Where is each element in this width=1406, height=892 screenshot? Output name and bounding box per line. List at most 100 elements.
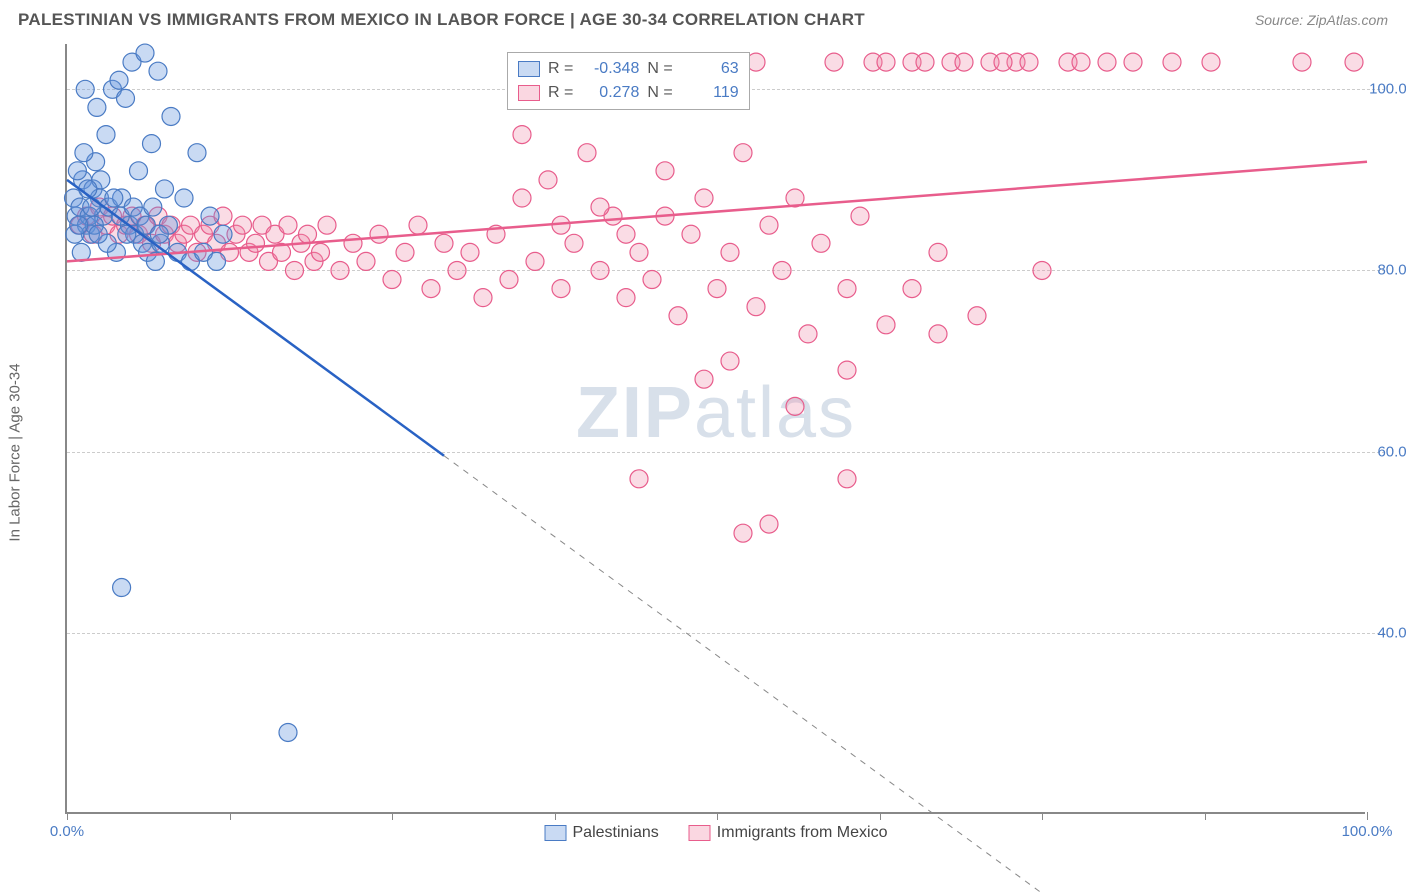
data-point: [279, 723, 297, 741]
data-point: [89, 225, 107, 243]
legend: Palestinians Immigrants from Mexico: [545, 824, 888, 842]
data-point: [1033, 261, 1051, 279]
data-point: [143, 135, 161, 153]
x-tick: [717, 812, 718, 820]
data-point: [747, 298, 765, 316]
data-point: [110, 71, 128, 89]
data-point: [786, 397, 804, 415]
data-point: [299, 225, 317, 243]
legend-item-pink: Immigrants from Mexico: [689, 824, 888, 842]
data-point: [851, 207, 869, 225]
data-point: [162, 107, 180, 125]
data-point: [208, 252, 226, 270]
data-point: [247, 234, 265, 252]
x-tick: [67, 812, 68, 820]
stats-row-blue: R = -0.348 N = 63: [518, 57, 739, 81]
r-label: R =: [548, 57, 573, 81]
data-point: [1098, 53, 1116, 71]
data-point: [578, 144, 596, 162]
data-point: [1020, 53, 1038, 71]
data-point: [1163, 53, 1181, 71]
chart-container: In Labor Force | Age 30-34 ZIPatlas 40.0…: [45, 44, 1390, 844]
legend-label: Immigrants from Mexico: [717, 824, 888, 842]
data-point: [591, 198, 609, 216]
data-point: [130, 162, 148, 180]
x-tick: [230, 812, 231, 820]
data-point: [331, 261, 349, 279]
data-point: [1072, 53, 1090, 71]
stats-box: R = -0.348 N = 63 R = 0.278 N = 119: [507, 52, 750, 110]
data-point: [500, 271, 518, 289]
swatch-pink-icon: [689, 825, 711, 841]
data-point: [214, 225, 232, 243]
data-point: [105, 189, 123, 207]
data-point: [825, 53, 843, 71]
data-point: [760, 216, 778, 234]
plot-svg: [67, 44, 1365, 812]
data-point: [318, 216, 336, 234]
data-point: [97, 126, 115, 144]
data-point: [117, 89, 135, 107]
data-point: [513, 189, 531, 207]
data-point: [539, 171, 557, 189]
data-point: [838, 470, 856, 488]
data-point: [188, 144, 206, 162]
data-point: [721, 243, 739, 261]
data-point: [552, 280, 570, 298]
data-point: [877, 53, 895, 71]
data-point: [630, 470, 648, 488]
data-point: [916, 53, 934, 71]
data-point: [721, 352, 739, 370]
data-point: [656, 162, 674, 180]
swatch-blue-icon: [518, 61, 540, 77]
data-point: [312, 243, 330, 261]
x-tick-label: 0.0%: [50, 823, 84, 840]
data-point: [286, 261, 304, 279]
data-point: [565, 234, 583, 252]
stats-row-pink: R = 0.278 N = 119: [518, 81, 739, 105]
data-point: [83, 198, 101, 216]
x-tick-label: 100.0%: [1342, 823, 1393, 840]
data-point: [113, 579, 131, 597]
data-point: [279, 216, 297, 234]
data-point: [75, 144, 93, 162]
n-value-pink: 119: [681, 81, 739, 105]
data-point: [968, 307, 986, 325]
legend-label: Palestinians: [573, 824, 659, 842]
x-tick: [555, 812, 556, 820]
data-point: [994, 53, 1012, 71]
data-point: [695, 189, 713, 207]
data-point: [76, 80, 94, 98]
data-point: [474, 289, 492, 307]
data-point: [357, 252, 375, 270]
r-value-blue: -0.348: [581, 57, 639, 81]
x-tick: [1205, 812, 1206, 820]
n-label: N =: [647, 57, 672, 81]
n-value-blue: 63: [681, 57, 739, 81]
data-point: [526, 252, 544, 270]
r-label: R =: [548, 81, 573, 105]
data-point: [136, 44, 154, 62]
data-point: [708, 280, 726, 298]
y-tick-label: 80.0%: [1377, 262, 1406, 279]
data-point: [1202, 53, 1220, 71]
data-point: [760, 515, 778, 533]
data-point: [669, 307, 687, 325]
data-point: [88, 98, 106, 116]
data-point: [877, 316, 895, 334]
data-point: [149, 62, 167, 80]
data-point: [591, 261, 609, 279]
data-point: [1124, 53, 1142, 71]
data-point: [150, 225, 168, 243]
data-point: [903, 280, 921, 298]
x-tick: [1367, 812, 1368, 820]
y-axis-label: In Labor Force | Age 30-34: [7, 363, 24, 541]
data-point: [1293, 53, 1311, 71]
data-point: [370, 225, 388, 243]
swatch-pink-icon: [518, 85, 540, 101]
r-value-pink: 0.278: [581, 81, 639, 105]
data-point: [234, 216, 252, 234]
data-point: [70, 216, 88, 234]
data-point: [799, 325, 817, 343]
data-point: [461, 243, 479, 261]
